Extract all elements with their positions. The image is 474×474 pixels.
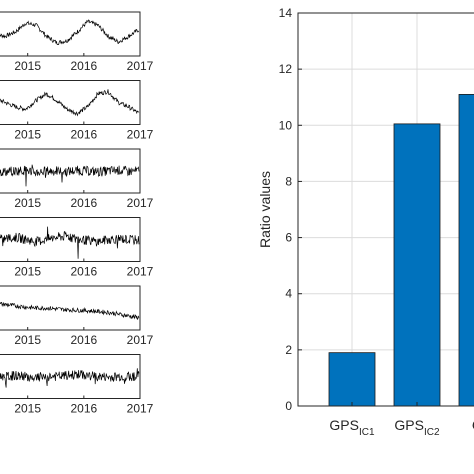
y-tick-label: 6 — [285, 231, 292, 245]
y-axis-ticks: 0 2 4 6 8 10 12 14 — [279, 6, 302, 413]
y-tick-label: 8 — [285, 174, 292, 188]
x-tick-label: 2016 — [70, 333, 97, 347]
x-tick-label: GPSIC2 — [394, 417, 440, 438]
y-tick-label: 0 — [285, 399, 292, 413]
x-tick-label: 2015 — [14, 402, 41, 416]
time-series-panel: 2015 2016 2017 — [0, 80, 154, 142]
x-axis-category-labels: GPSIC1 GPSIC2 GP — [329, 402, 474, 438]
panel-frame — [0, 80, 141, 125]
y-tick-label: 10 — [279, 118, 293, 132]
x-tick-label: 2017 — [127, 59, 154, 73]
x-tick-label: GPSIC1 — [329, 417, 375, 438]
series-line — [0, 164, 140, 187]
x-tick-label: 2016 — [70, 128, 97, 142]
x-tick-label: 2017 — [127, 333, 154, 347]
series-line — [0, 19, 139, 46]
y-axis-label: Ratio values — [257, 171, 273, 248]
bar — [458, 94, 474, 407]
x-tick-label: 2016 — [70, 59, 97, 73]
x-tick-label: 2015 — [14, 333, 41, 347]
ratio-bar-chart: 0 2 4 6 8 10 12 14 GPSIC1 GPSIC2 GP Ratio values — [257, 6, 474, 438]
bars — [328, 94, 474, 407]
x-tick-label: 2016 — [70, 265, 97, 279]
series-line — [0, 301, 140, 321]
x-tick-label: 2016 — [70, 402, 97, 416]
y-tick-label: 2 — [285, 343, 292, 357]
time-series-panel: 2015 2016 2017 — [0, 11, 154, 73]
x-tick-label: 2017 — [127, 196, 154, 210]
time-series-panel: 2015 2016 2017 — [0, 148, 154, 210]
time-series-panel: 2015 2016 2017 — [0, 285, 154, 347]
plot-frame — [297, 12, 474, 407]
y-tick-label: 12 — [279, 62, 293, 76]
x-tick-label: 2015 — [14, 59, 41, 73]
bar — [393, 123, 441, 407]
x-tick-label: 2016 — [70, 196, 97, 210]
x-tick-label: 2015 — [14, 265, 41, 279]
series-line — [0, 226, 140, 259]
x-tick-label: 2017 — [127, 265, 154, 279]
x-tick-label: 2015 — [14, 196, 41, 210]
time-series-panel: 2015 2016 2017 — [0, 354, 154, 416]
panel-frame — [0, 11, 141, 57]
time-series-panel: 2015 2016 2017 — [0, 217, 154, 279]
y-tick-label: 4 — [285, 287, 292, 301]
panel-frame — [0, 285, 141, 331]
series-line — [0, 368, 140, 388]
y-tick-label: 14 — [279, 6, 293, 20]
x-tick-label: GP — [472, 417, 474, 433]
x-tick-label: 2017 — [127, 128, 154, 142]
x-tick-label: 2017 — [127, 402, 154, 416]
bar — [328, 352, 376, 407]
grid-lines — [298, 12, 474, 407]
series-line — [0, 89, 140, 117]
x-tick-label: 2015 — [14, 128, 41, 142]
